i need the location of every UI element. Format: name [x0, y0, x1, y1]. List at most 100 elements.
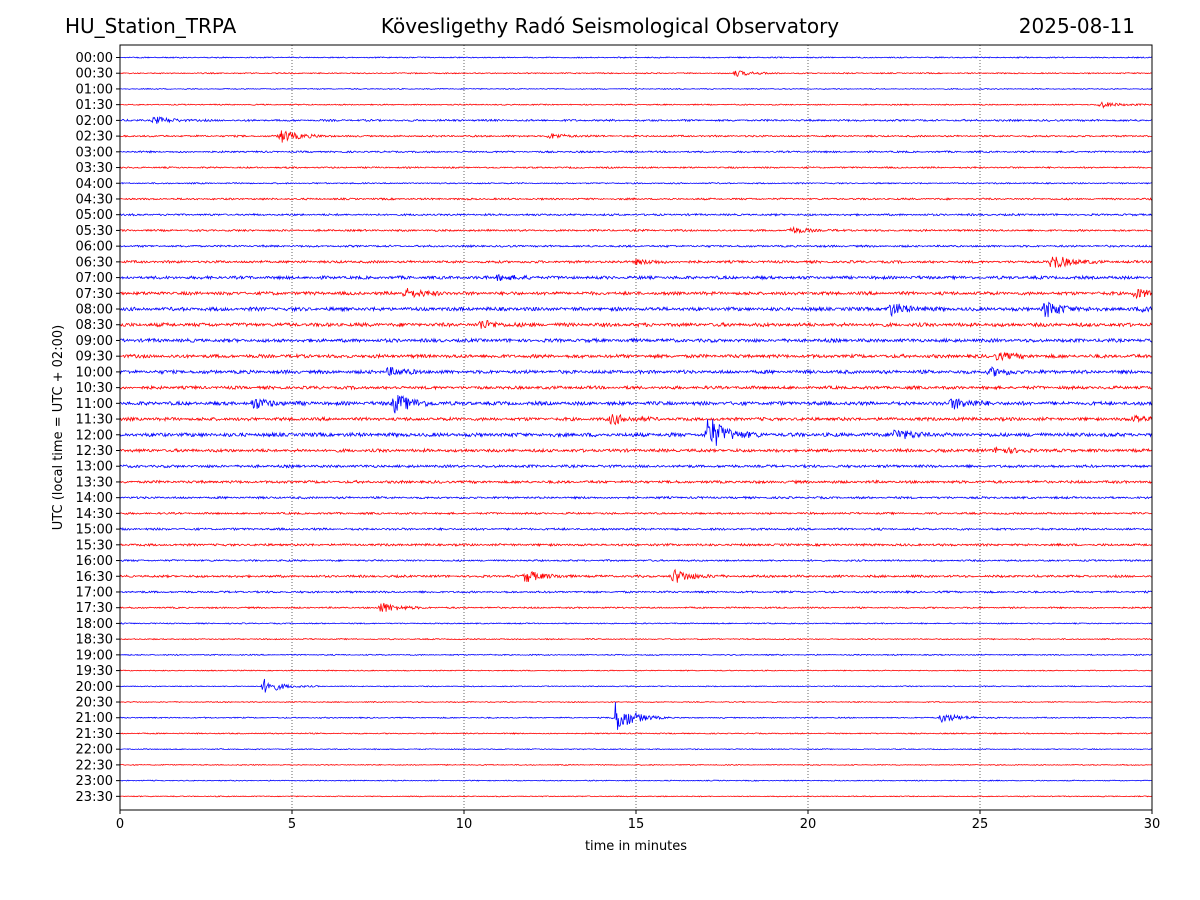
- trace-row-0500: [119, 212, 1153, 217]
- y-tick-label: 17:30: [76, 601, 113, 616]
- y-tick-label: 03:00: [76, 145, 113, 160]
- y-tick-label: 19:00: [76, 648, 113, 663]
- trace-row-1530: [119, 542, 1153, 548]
- trace-row-1930: [119, 669, 1152, 672]
- trace-row-0130: [119, 101, 1153, 109]
- y-tick-label: 01:30: [76, 98, 113, 113]
- y-tick-label: 16:30: [76, 570, 113, 585]
- y-tick-label: 12:30: [76, 444, 113, 459]
- trace-row-0430: [119, 197, 1153, 201]
- trace-row-2330: [119, 795, 1153, 798]
- y-tick-label: 20:30: [76, 696, 113, 711]
- trace-row-0230: [119, 130, 1153, 143]
- y-tick-label: 08:00: [76, 303, 113, 318]
- trace-row-2230: [119, 763, 1153, 767]
- trace-row-1000: [119, 366, 1153, 377]
- trace-row-1600: [119, 558, 1153, 563]
- trace-row-1500: [119, 527, 1153, 532]
- y-tick-label: 01:00: [76, 82, 113, 97]
- trace-row-2130: [119, 732, 1153, 735]
- trace-row-1230: [119, 445, 1153, 455]
- y-axis-label: UTC (local time = UTC + 02:00): [51, 325, 66, 530]
- y-tick-label: 10:30: [76, 381, 113, 396]
- trace-row-0030: [119, 70, 1153, 77]
- chart-date: 2025-08-11: [1018, 14, 1135, 38]
- trace-row-0330: [119, 165, 1153, 170]
- y-tick-label: 14:00: [76, 491, 113, 506]
- y-tick-label: 09:00: [76, 334, 113, 349]
- trace-row-0800: [119, 301, 1153, 318]
- y-tick-label: 15:30: [76, 538, 113, 553]
- y-tick-label: 07:00: [76, 271, 113, 286]
- trace-row-1900: [119, 653, 1153, 657]
- trace-row-1400: [119, 495, 1153, 500]
- y-ticks: 00:0000:3001:0001:3002:0002:3003:0003:30…: [76, 51, 120, 805]
- y-tick-label: 09:30: [76, 350, 113, 365]
- x-tick-label: 15: [628, 817, 645, 832]
- x-ticks: 0 5 10 15 20 25 30: [116, 810, 1160, 832]
- trace-row-0200: [119, 116, 1153, 124]
- y-tick-label: 07:30: [76, 287, 113, 302]
- station-name: HU_Station_TRPA: [65, 14, 237, 38]
- y-tick-label: 04:00: [76, 177, 113, 192]
- y-tick-label: 18:30: [76, 633, 113, 648]
- trace-row-1630: [119, 568, 1153, 583]
- trace-row-0830: [119, 320, 1153, 329]
- y-tick-label: 02:30: [76, 130, 113, 145]
- trace-row-0630: [120, 256, 1153, 268]
- y-tick-label: 21:30: [76, 727, 113, 742]
- trace-row-2030: [120, 700, 1153, 704]
- trace-row-1730: [119, 602, 1153, 612]
- x-tick-label: 25: [972, 817, 989, 832]
- x-tick-label: 20: [800, 817, 817, 832]
- trace-row-1030: [119, 384, 1153, 391]
- x-tick-label: 0: [116, 817, 124, 832]
- x-tick-label: 5: [288, 817, 296, 832]
- trace-row-2200: [119, 748, 1153, 751]
- y-tick-label: 11:30: [76, 413, 113, 428]
- y-tick-label: 08:30: [76, 318, 113, 333]
- x-axis-label: time in minutes: [585, 839, 687, 854]
- trace-row-1800: [119, 622, 1153, 625]
- trace-row-1300: [119, 463, 1153, 469]
- traces: [119, 56, 1153, 798]
- trace-row-1200: [119, 419, 1153, 446]
- y-tick-label: 02:00: [76, 114, 113, 129]
- y-tick-label: 03:30: [76, 161, 113, 176]
- y-tick-label: 23:30: [76, 790, 113, 805]
- y-tick-label: 17:00: [76, 585, 113, 600]
- x-tick-label: 30: [1144, 817, 1161, 832]
- y-tick-label: 16:00: [76, 554, 113, 569]
- trace-row-0930: [119, 351, 1153, 362]
- y-tick-label: 04:30: [76, 192, 113, 207]
- y-tick-label: 23:00: [76, 774, 113, 789]
- trace-row-2100: [119, 702, 1153, 730]
- trace-row-0000: [119, 56, 1153, 59]
- y-tick-label: 05:00: [76, 208, 113, 223]
- trace-row-1830: [119, 637, 1153, 641]
- y-tick-label: 22:00: [76, 743, 113, 758]
- y-tick-label: 21:00: [76, 711, 113, 726]
- trace-row-0900: [119, 337, 1153, 344]
- trace-row-2300: [119, 779, 1153, 782]
- y-tick-label: 11:00: [76, 397, 113, 412]
- trace-row-1330: [119, 479, 1153, 485]
- trace-row-0700: [119, 273, 1153, 282]
- y-tick-label: 19:30: [76, 664, 113, 679]
- trace-row-1130: [119, 413, 1153, 426]
- grid-lines: [291, 45, 981, 810]
- trace-row-0400: [119, 181, 1153, 185]
- trace-row-0730: [119, 288, 1153, 300]
- y-tick-label: 06:00: [76, 240, 113, 255]
- y-tick-label: 00:30: [76, 67, 113, 82]
- y-tick-label: 13:30: [76, 475, 113, 490]
- y-tick-label: 13:00: [76, 460, 113, 475]
- trace-row-0100: [120, 87, 1153, 90]
- trace-row-1430: [119, 511, 1153, 516]
- y-tick-label: 18:00: [76, 617, 113, 632]
- y-tick-label: 20:00: [76, 680, 113, 695]
- y-tick-label: 06:30: [76, 255, 113, 270]
- y-tick-label: 12:00: [76, 428, 113, 443]
- y-tick-label: 15:00: [76, 523, 113, 538]
